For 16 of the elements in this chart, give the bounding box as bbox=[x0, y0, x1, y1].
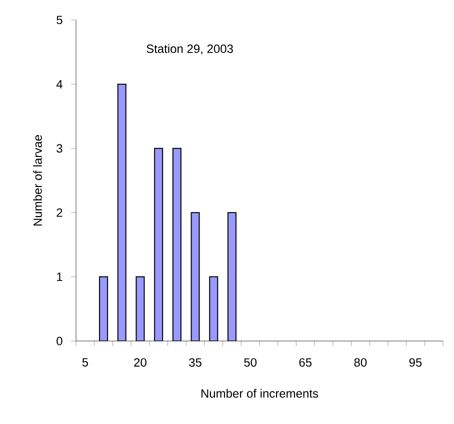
x-tick-label: 50 bbox=[244, 358, 257, 367]
x-tick-label: 35 bbox=[189, 358, 202, 367]
y-tick-label: 3 bbox=[56, 144, 62, 153]
text: Station 29, 2003 bbox=[146, 44, 233, 54]
x-tick-label: 95 bbox=[409, 358, 422, 367]
x-tick-label: 5 bbox=[82, 358, 88, 367]
x-tick-label: 80 bbox=[354, 358, 367, 367]
x-axis-title: Number of increments bbox=[201, 388, 318, 398]
y-tick-label: 4 bbox=[56, 80, 62, 88]
y-tick-label: 2 bbox=[56, 208, 62, 217]
y-tick-label: 1 bbox=[57, 272, 62, 281]
y-tick-label: 0 bbox=[56, 336, 62, 346]
y-axis-title: Number of larvae bbox=[33, 135, 42, 226]
x-tick-label: 65 bbox=[299, 358, 312, 367]
y-tick-label: 5 bbox=[56, 16, 62, 24]
x-tick-label: 20 bbox=[134, 358, 146, 367]
